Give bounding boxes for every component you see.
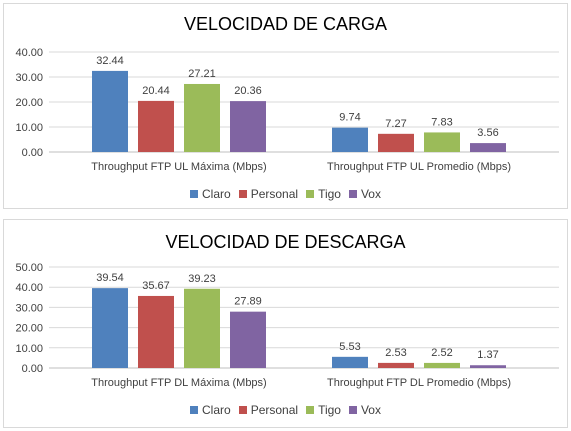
upload-bar-chart: 0.00 10.00 20.00 30.00 40.00 32.44 20.44 27.21 2…: [15, 47, 559, 173]
bar-tigo: [184, 288, 220, 368]
y-tick-label: 30.00: [15, 72, 43, 84]
y-tick-label: 0.00: [22, 363, 43, 375]
chart-title: VELOCIDAD DE CARGA: [183, 14, 388, 34]
y-tick-label: 30.00: [15, 302, 43, 314]
legend-swatch: [190, 190, 198, 198]
y-tick-label: 10.00: [15, 343, 43, 355]
bar-claro: [92, 70, 128, 152]
category-label: Throughput FTP DL Promedio (Mbps): [327, 377, 511, 389]
bar-vox: [470, 143, 506, 152]
category-label: Throughput FTP DL Máxima (Mbps): [91, 377, 266, 389]
bar-tigo: [424, 362, 460, 368]
legend-swatch: [348, 406, 357, 414]
legend-label: Personal: [250, 187, 299, 201]
bar-vox: [470, 365, 506, 368]
data-label: 5.53: [339, 341, 360, 353]
data-label: 20.36: [234, 85, 262, 97]
bar-claro: [92, 288, 128, 368]
bar-personal: [378, 133, 414, 152]
legend-item-personal: Personal: [238, 187, 299, 201]
legend-label: Claro: [202, 187, 231, 201]
legend-item-claro: Claro: [190, 403, 231, 417]
data-label: 3.56: [477, 127, 498, 139]
legend-label: Tigo: [318, 187, 341, 201]
bar-personal: [138, 100, 174, 152]
legend-swatch: [306, 190, 315, 198]
legend-label: Personal: [250, 403, 299, 417]
legend-label: Vox: [360, 403, 381, 417]
legend-item-claro: Claro: [190, 187, 231, 201]
bar-claro: [332, 127, 368, 152]
upload-chart-panel: VELOCIDAD DE CARGA 0.00 10.00 20.00 30.00 40…: [3, 3, 568, 209]
data-label: 39.54: [96, 272, 124, 284]
data-label: 7.83: [431, 116, 452, 128]
legend-item-tigo: Tigo: [306, 187, 341, 201]
y-tick-label: 20.00: [15, 323, 43, 335]
download-bar-chart: 0.00 10.00 20.00 30.00 40.00 50.00 39.54 35.67 3…: [15, 262, 559, 389]
bar-personal: [378, 362, 414, 368]
legend-swatch: [238, 190, 247, 198]
legend-label: Claro: [202, 403, 231, 417]
y-tick-label: 20.00: [15, 97, 43, 109]
bar-personal: [138, 295, 174, 368]
data-label: 35.67: [142, 280, 170, 292]
category-label: Throughput FTP UL Máxima (Mbps): [91, 161, 266, 173]
y-tick-label: 0.00: [22, 147, 43, 159]
legend-item-vox: Vox: [348, 403, 381, 417]
data-label: 20.44: [142, 85, 170, 97]
chart-legend: Claro Personal Tigo Vox: [4, 187, 567, 201]
data-label: 32.44: [96, 55, 124, 67]
bar-vox: [230, 101, 266, 152]
bar-tigo: [424, 132, 460, 152]
y-tick-label: 10.00: [15, 122, 43, 134]
legend-swatch: [348, 190, 357, 198]
legend-swatch: [306, 406, 315, 414]
data-label: 7.27: [385, 118, 406, 130]
category-label: Throughput FTP UL Promedio (Mbps): [327, 161, 511, 173]
legend-item-personal: Personal: [238, 403, 299, 417]
data-label: 27.21: [188, 68, 216, 80]
legend-item-tigo: Tigo: [306, 403, 341, 417]
chart-title: VELOCIDAD DE DESCARGA: [165, 232, 406, 252]
legend-label: Vox: [360, 187, 381, 201]
data-label: 9.74: [339, 112, 360, 124]
data-label: 27.89: [234, 296, 262, 308]
data-label: 39.23: [188, 273, 216, 285]
chart-legend: Claro Personal Tigo Vox: [4, 403, 567, 417]
data-label: 1.37: [477, 349, 498, 361]
y-tick-label: 50.00: [15, 262, 43, 274]
data-label: 2.53: [385, 347, 406, 359]
download-chart-panel: VELOCIDAD DE DESCARGA 0.00 10.00 20.00 30.0…: [3, 219, 568, 428]
bar-claro: [332, 356, 368, 368]
legend-item-vox: Vox: [348, 187, 381, 201]
bar-vox: [230, 311, 266, 368]
bar-tigo: [184, 83, 220, 152]
legend-label: Tigo: [318, 403, 341, 417]
y-tick-label: 40.00: [15, 47, 43, 59]
y-tick-label: 40.00: [15, 282, 43, 294]
legend-swatch: [238, 406, 247, 414]
data-label: 2.52: [431, 347, 452, 359]
legend-swatch: [190, 406, 198, 414]
